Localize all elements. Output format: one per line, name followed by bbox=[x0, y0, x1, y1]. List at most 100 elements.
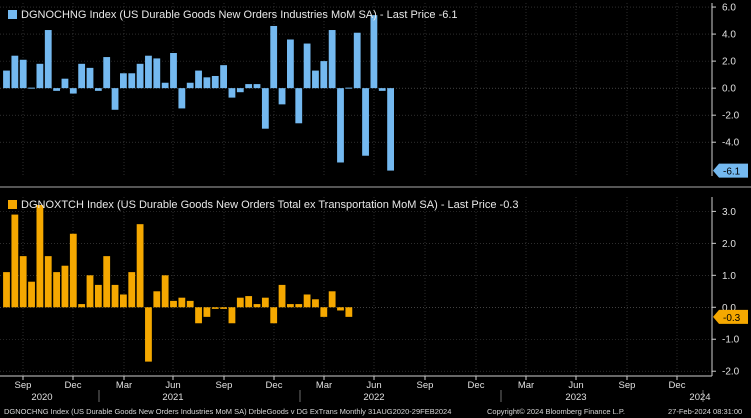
y-tick-label: 1.0 bbox=[722, 271, 736, 282]
y-tick-label: 4.0 bbox=[722, 30, 736, 41]
data-bar bbox=[203, 77, 211, 89]
data-bar bbox=[3, 70, 10, 89]
data-bar bbox=[345, 307, 353, 317]
data-bar bbox=[86, 275, 94, 308]
x-tick-label-year: 2021 bbox=[162, 392, 183, 403]
data-bar bbox=[69, 88, 77, 94]
data-bar bbox=[211, 75, 219, 89]
data-bar bbox=[53, 88, 60, 91]
data-bar bbox=[295, 88, 303, 124]
footer-description: DGNOCHNG Index (US Durable Goods New Ord… bbox=[4, 407, 452, 416]
bottom-panel-legend: DGNOXTCH Index (US Durable Goods New Ord… bbox=[8, 199, 519, 211]
x-tick-label-year: 2022 bbox=[363, 392, 384, 403]
data-bar bbox=[178, 297, 186, 308]
bottom-panel-dgnoxtch: 3.0 2.0 1.0 0.0 -1.0 -2.0 -0.3 bbox=[0, 197, 748, 378]
data-bar bbox=[278, 284, 286, 308]
legend-last-price-label: Last Price bbox=[447, 199, 497, 211]
y-tick-label: 2.0 bbox=[722, 239, 736, 250]
x-tick-label-year: 2023 bbox=[565, 392, 586, 403]
data-bar bbox=[328, 30, 336, 89]
last-price-label: -6.1 bbox=[723, 167, 741, 178]
data-bar bbox=[312, 299, 319, 308]
data-bar bbox=[320, 307, 328, 317]
data-bar bbox=[69, 233, 77, 308]
data-bar bbox=[261, 88, 269, 129]
x-tick-label-month: Mar bbox=[116, 380, 132, 391]
y-tick-label: 2.0 bbox=[722, 57, 736, 68]
y-tick-label: -1.0 bbox=[722, 335, 740, 346]
x-tick-label-month: Sep bbox=[417, 380, 434, 391]
x-tick-label-month: Sep bbox=[15, 380, 32, 391]
x-tick-label-month: Dec bbox=[266, 380, 283, 391]
panel-divider[interactable] bbox=[0, 186, 751, 188]
data-bar bbox=[236, 88, 244, 93]
data-bar bbox=[103, 256, 111, 308]
data-bar bbox=[153, 58, 161, 89]
data-bar bbox=[161, 275, 169, 308]
legend-description: US Durable Goods New Orders Industries M… bbox=[123, 9, 374, 21]
legend-last-price: -6.1 bbox=[438, 9, 458, 21]
data-bar bbox=[78, 304, 86, 308]
x-tick-label-month: Mar bbox=[518, 380, 534, 391]
y-tick-label: -2.0 bbox=[722, 367, 740, 378]
data-bar bbox=[145, 55, 152, 89]
x-tick-label-month: Dec bbox=[65, 380, 82, 391]
data-bar bbox=[328, 291, 336, 308]
data-bar bbox=[78, 63, 86, 89]
data-bar bbox=[337, 88, 344, 163]
data-bar bbox=[220, 307, 227, 309]
x-tick-label-month: Mar bbox=[316, 380, 332, 391]
legend-last-price: -0.3 bbox=[499, 199, 519, 211]
data-bar bbox=[111, 284, 119, 308]
data-bar bbox=[337, 307, 344, 311]
data-bar bbox=[362, 88, 369, 156]
data-bar bbox=[228, 88, 236, 98]
plot-area bbox=[0, 197, 712, 376]
legend-description: US Durable Goods New Orders Total ex Tra… bbox=[120, 199, 435, 211]
footer-copyright: Copyright© 2024 Bloomberg Finance L.P. bbox=[487, 407, 625, 416]
data-bar bbox=[53, 272, 60, 308]
data-bar bbox=[303, 294, 311, 308]
data-bar bbox=[186, 82, 194, 89]
data-bar bbox=[203, 307, 211, 317]
data-bar bbox=[161, 82, 169, 89]
legend-series-name: DGNOCHNG Index bbox=[21, 9, 117, 21]
data-bar bbox=[370, 15, 378, 89]
data-bar bbox=[345, 87, 353, 89]
data-bar bbox=[253, 304, 261, 308]
data-bar bbox=[387, 88, 394, 171]
x-tick-label-month: Jun bbox=[165, 380, 180, 391]
y-tick-label: -4.0 bbox=[722, 138, 740, 149]
data-bar bbox=[11, 214, 19, 308]
data-bar bbox=[103, 57, 111, 89]
x-tick-label-year: 2024 bbox=[689, 392, 710, 403]
data-bar bbox=[153, 291, 161, 308]
data-bar bbox=[44, 256, 52, 308]
x-tick-label-month: Sep bbox=[216, 380, 233, 391]
data-bar bbox=[111, 88, 119, 110]
legend-series-name: DGNOXTCH Index bbox=[21, 199, 114, 211]
x-axis: Sep Dec Mar Jun Sep Dec Mar Jun Sep Dec Mar Jun Sep D… bbox=[0, 375, 712, 403]
x-tick-label-month: Sep bbox=[619, 380, 636, 391]
data-bar bbox=[220, 65, 227, 89]
data-bar bbox=[261, 297, 269, 308]
data-bar bbox=[44, 30, 52, 89]
x-tick-label-month: Jun bbox=[366, 380, 381, 391]
data-bar bbox=[312, 70, 319, 89]
last-price-marker bbox=[713, 163, 748, 178]
top-panel-dgnochng: 6.0 4.0 2.0 0.0 -2.0 -4.0 -6.1 bbox=[0, 3, 748, 178]
data-bar bbox=[136, 224, 144, 308]
data-bar bbox=[278, 88, 286, 105]
data-bar bbox=[245, 296, 253, 308]
data-bar bbox=[178, 88, 186, 109]
data-bar bbox=[320, 61, 328, 89]
data-bar bbox=[94, 88, 102, 91]
data-bar bbox=[186, 300, 194, 308]
data-bar bbox=[61, 265, 69, 308]
footer-timestamp: 27-Feb-2024 08:31:00 bbox=[668, 407, 743, 416]
data-bar bbox=[61, 78, 69, 89]
data-bar bbox=[128, 73, 136, 89]
data-bar bbox=[128, 272, 136, 308]
x-tick-label-month: Dec bbox=[669, 380, 686, 391]
